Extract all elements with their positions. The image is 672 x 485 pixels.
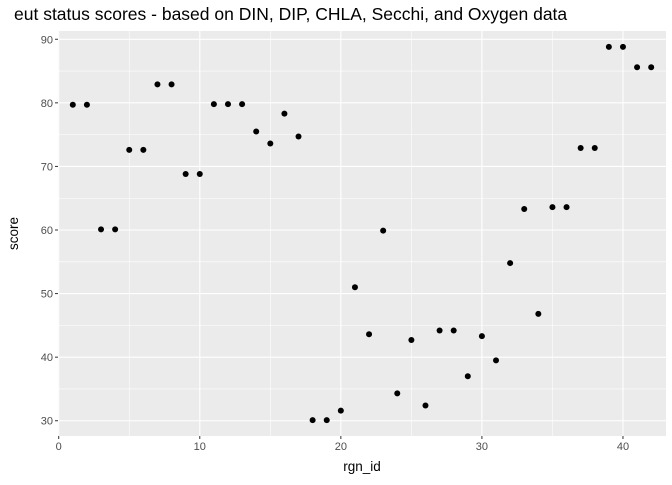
data-point (309, 417, 316, 424)
y-tick-label: 80 (41, 98, 53, 110)
data-point (154, 81, 161, 88)
data-point (323, 417, 330, 424)
y-axis-title: score (6, 217, 21, 250)
data-point (521, 206, 528, 213)
y-tick-label: 50 (41, 289, 53, 301)
major-gridlines (58, 31, 666, 436)
data-point (478, 333, 485, 340)
data-point (549, 204, 556, 211)
x-tick-label: 10 (194, 441, 206, 453)
data-point (168, 81, 175, 88)
y-tick-label: 40 (41, 352, 53, 364)
data-point (281, 110, 288, 117)
data-point (394, 390, 401, 397)
data-point (126, 146, 133, 153)
data-point (182, 171, 189, 178)
data-point (112, 226, 119, 233)
x-tick-label: 30 (476, 441, 488, 453)
data-point (605, 43, 612, 50)
data-point (239, 101, 246, 108)
data-point (535, 310, 542, 317)
data-point (408, 336, 415, 343)
data-point (267, 140, 274, 147)
x-tick-label: 20 (335, 441, 347, 453)
data-point (140, 146, 147, 153)
data-point (380, 227, 387, 234)
data-point (351, 284, 358, 291)
chart-title: eut status scores - based on DIN, DIP, C… (14, 4, 567, 24)
data-point (422, 402, 429, 409)
data-point (619, 43, 626, 50)
y-axis-ticks: 30 40 50 60 70 80 90 (41, 34, 58, 428)
data-point (577, 144, 584, 151)
data-points (69, 43, 655, 424)
data-point (507, 260, 514, 267)
data-point (464, 373, 471, 380)
y-tick-label: 90 (41, 34, 53, 46)
data-point (493, 357, 500, 364)
data-point (210, 101, 217, 108)
x-tick-label: 40 (617, 441, 629, 453)
y-tick-label: 70 (41, 161, 53, 173)
data-point (563, 204, 570, 211)
plot-panel (58, 31, 666, 436)
data-point (98, 226, 105, 233)
data-point (196, 171, 203, 178)
x-axis-title: rgn_id (343, 459, 381, 474)
data-point (366, 331, 373, 338)
data-point (337, 407, 344, 414)
data-point (436, 327, 443, 334)
x-axis-ticks: 0 10 20 30 40 (56, 436, 629, 453)
data-point (648, 64, 655, 71)
data-point (253, 128, 260, 135)
data-point (450, 327, 457, 334)
x-tick-label: 0 (56, 441, 62, 453)
y-tick-label: 30 (41, 416, 53, 428)
y-tick-label: 60 (41, 225, 53, 237)
data-point (224, 101, 231, 108)
data-point (69, 101, 76, 108)
data-point (83, 101, 90, 108)
data-point (634, 64, 641, 71)
minor-gridlines (58, 31, 666, 436)
data-point (295, 133, 302, 140)
data-point (591, 144, 598, 151)
